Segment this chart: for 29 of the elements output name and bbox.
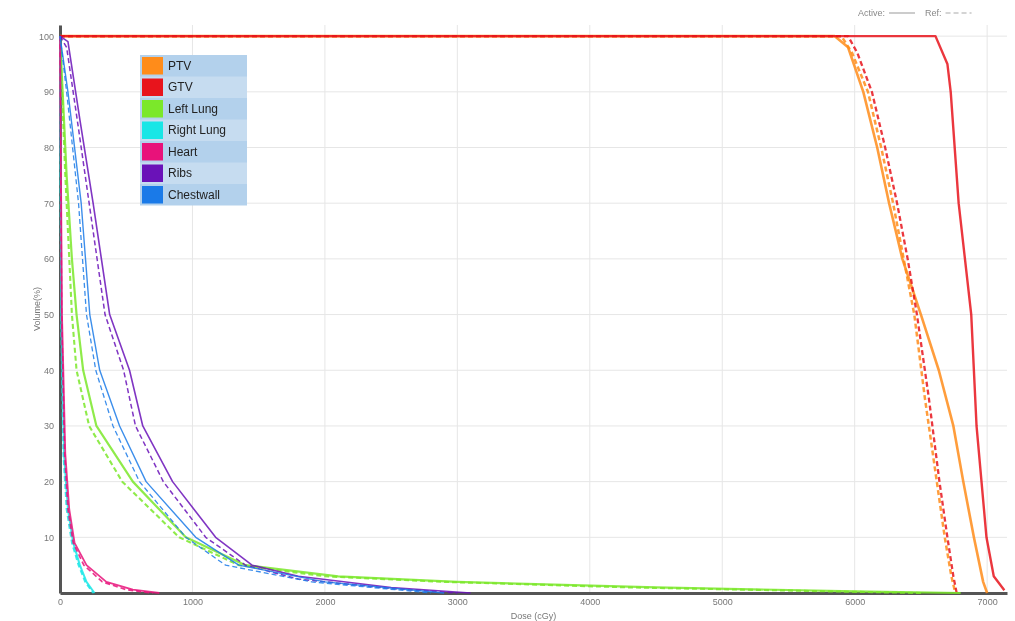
y-tick-label: 70 xyxy=(43,198,54,209)
y-tick-label: 30 xyxy=(43,421,54,432)
y-tick-label: 90 xyxy=(43,87,54,98)
legend-label: PTV xyxy=(168,58,192,73)
x-axis-title: Dose (cGy) xyxy=(510,611,557,621)
x-tick-label: 6000 xyxy=(845,597,866,608)
x-tick-label: 3000 xyxy=(447,597,468,608)
legend-label: Left Lung xyxy=(168,101,219,116)
text: Ref: xyxy=(925,8,942,18)
x-tick-label: 7000 xyxy=(977,597,998,608)
x-tick-label: 5000 xyxy=(712,597,733,608)
legend-label: Ribs xyxy=(168,166,193,181)
x-tick-label: 1000 xyxy=(182,597,203,608)
y-tick-label: 100 xyxy=(38,31,54,42)
y-tick-label: 50 xyxy=(43,309,54,320)
x-tick-label: 2000 xyxy=(315,597,336,608)
y-tick-label: 80 xyxy=(43,142,54,153)
y-tick-label: 20 xyxy=(43,477,54,488)
legend-label: Chestwall xyxy=(168,187,221,202)
y-tick-label: 60 xyxy=(43,254,54,265)
y-axis-title: Volume(%) xyxy=(32,286,42,332)
x-tick-label: 0 xyxy=(57,597,64,608)
y-tick-label: 10 xyxy=(43,532,54,543)
text: Active: xyxy=(858,8,886,18)
legend-label: GTV xyxy=(168,80,193,95)
legend-label: Heart xyxy=(168,144,199,159)
x-tick-label: 4000 xyxy=(580,597,601,608)
y-tick-label: 40 xyxy=(43,365,54,376)
legend-label: Right Lung xyxy=(168,123,227,138)
